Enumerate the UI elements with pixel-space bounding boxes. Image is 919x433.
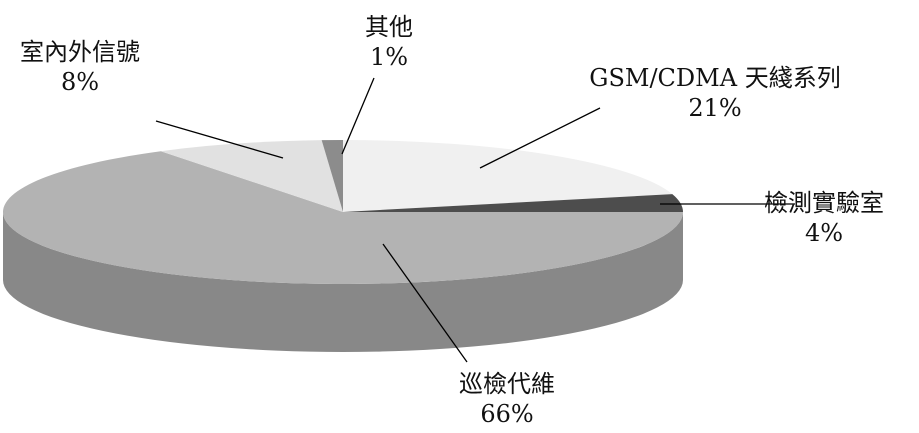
slice--value-label: 4%	[805, 219, 843, 247]
slice--label: 其他	[365, 13, 413, 41]
slice--label: 檢測實驗室	[764, 189, 884, 217]
slice-gsm-cdma-label: GSM/CDMA 天綫系列	[589, 64, 840, 92]
slice--value-label: 1%	[370, 43, 408, 71]
slice--value-label: 66%	[480, 400, 533, 428]
slice--label: 室內外信號	[20, 38, 140, 66]
slice--value-label: 8%	[61, 68, 99, 96]
pie-top-faces	[3, 140, 683, 284]
slice--label: 巡檢代維	[459, 370, 555, 398]
slice-gsm-cdma-value-label: 21%	[688, 94, 741, 122]
